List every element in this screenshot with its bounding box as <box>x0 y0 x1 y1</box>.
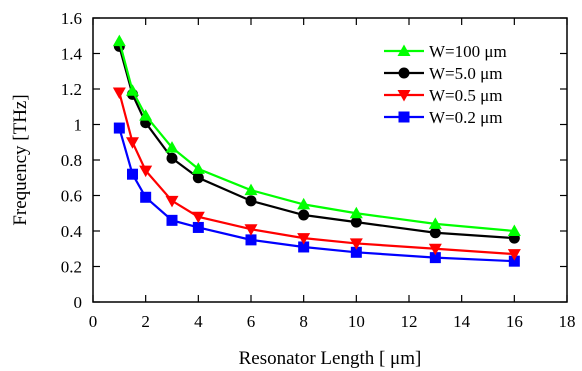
data-point <box>165 195 179 208</box>
x-tick-label: 4 <box>194 312 203 331</box>
y-tick-label: 1.4 <box>61 45 83 64</box>
data-point <box>112 34 126 47</box>
y-tick-label: 1.2 <box>61 80 82 99</box>
legend: W=100 μm W=5.0 μm W=0.5 μm W=0.2 μm <box>384 42 507 127</box>
series-line <box>118 127 515 263</box>
legend-entry: W=0.2 μm <box>384 108 502 127</box>
data-point <box>429 227 441 239</box>
data-point <box>245 234 257 246</box>
y-tick-label: 0.2 <box>61 258 82 277</box>
data-point <box>349 238 363 250</box>
legend-label: W=0.2 μm <box>429 108 502 127</box>
legend-label: W=5.0 μm <box>429 64 502 83</box>
data-point <box>192 221 204 233</box>
data-point <box>192 172 204 184</box>
legend-label: W=100 μm <box>429 42 507 61</box>
data-point <box>298 241 310 253</box>
series-line <box>118 40 515 233</box>
x-axis: 0 2 4 6 8 10 12 14 16 18 <box>89 18 576 331</box>
legend-swatch-marker <box>398 67 410 79</box>
series-line <box>118 46 515 240</box>
data-point <box>429 252 441 264</box>
legend-swatch-marker <box>397 90 411 102</box>
series-2 <box>112 87 521 261</box>
data-point <box>166 214 178 226</box>
data-point <box>191 211 205 224</box>
y-tick-label: 0.6 <box>61 187 82 206</box>
data-point <box>139 109 153 121</box>
data-point <box>428 243 442 256</box>
series-3 <box>113 122 520 267</box>
data-point <box>165 141 179 153</box>
x-tick-label: 10 <box>348 312 365 331</box>
data-point <box>350 246 362 258</box>
y-tick-label: 0 <box>74 293 83 312</box>
data-point <box>350 216 362 228</box>
data-point <box>126 137 139 149</box>
data-point <box>140 191 152 203</box>
series-0 <box>112 34 521 236</box>
x-tick-label: 16 <box>506 312 523 331</box>
x-tick-label: 2 <box>141 312 150 331</box>
data-point <box>349 206 363 219</box>
x-tick-label: 18 <box>559 312 576 331</box>
y-tick-label: 1 <box>74 116 83 135</box>
legend-entry: W=5.0 μm <box>384 64 502 83</box>
data-point <box>507 224 521 236</box>
x-tick-label: 12 <box>401 312 418 331</box>
data-point <box>508 255 520 267</box>
data-point <box>297 197 311 210</box>
data-point <box>112 87 126 100</box>
legend-swatch-marker <box>397 44 411 56</box>
data-point <box>126 84 139 96</box>
x-tick-label: 8 <box>299 312 308 331</box>
data-point <box>428 217 442 229</box>
data-point <box>113 122 125 134</box>
series-line <box>118 92 515 256</box>
x-axis-title: Resonator Length [ μm] <box>239 348 422 369</box>
x-tick-label: 14 <box>453 312 471 331</box>
data-point <box>245 195 257 207</box>
data-point <box>297 233 311 245</box>
legend-entry: W=0.5 μm <box>384 86 502 105</box>
data-point <box>298 209 310 221</box>
data-point <box>244 183 258 196</box>
y-axis: 0 0.2 0.4 0.6 0.8 1 1.2 1.4 1.6 <box>61 9 567 312</box>
y-tick-label: 0.4 <box>61 222 83 241</box>
x-tick-label: 0 <box>89 312 98 331</box>
data-point <box>139 165 153 178</box>
x-tick-label: 6 <box>247 312 256 331</box>
y-axis-title: Frequency [THz] <box>10 94 31 225</box>
legend-label: W=0.5 μm <box>429 86 502 105</box>
data-point <box>244 224 258 236</box>
data-point <box>127 168 138 180</box>
data-point <box>507 249 521 261</box>
y-tick-label: 0.8 <box>61 151 82 170</box>
legend-entry: W=100 μm <box>384 42 507 61</box>
y-tick-label: 1.6 <box>61 9 82 28</box>
data-point <box>166 152 178 164</box>
series-layer <box>112 34 521 267</box>
data-point <box>191 162 205 174</box>
legend-swatch-marker <box>398 111 410 123</box>
